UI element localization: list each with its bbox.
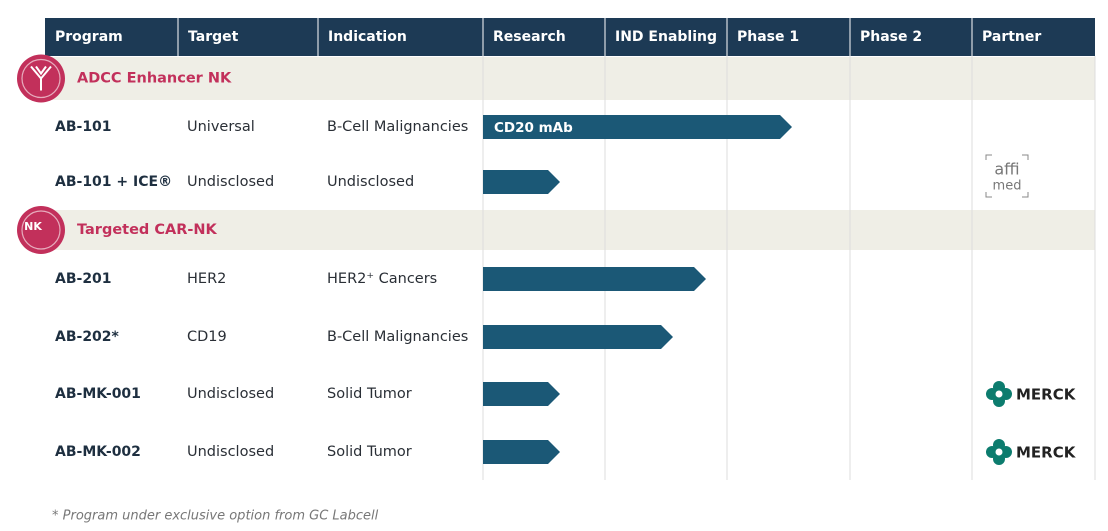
program: AB-101 + ICE® xyxy=(55,174,172,190)
indication: HER2⁺ Cancers xyxy=(327,271,437,287)
progress-arrow xyxy=(483,267,706,291)
group-title: Targeted CAR-NK xyxy=(77,222,218,238)
group-icon-ring xyxy=(21,58,61,99)
indication: Solid Tumor xyxy=(327,444,412,460)
progress-arrow xyxy=(483,115,792,139)
indication: B-Cell Malignancies xyxy=(327,119,468,135)
progress-arrow xyxy=(483,382,560,406)
group-badge: NK xyxy=(24,220,42,233)
progress-arrow xyxy=(483,440,560,464)
progress-arrow xyxy=(483,325,673,349)
header-bar xyxy=(45,18,1095,56)
program: AB-MK-001 xyxy=(55,386,141,402)
program: AB-201 xyxy=(55,271,112,287)
indication: B-Cell Malignancies xyxy=(327,329,468,345)
partner-icon xyxy=(986,446,998,458)
partner-logo: med xyxy=(993,179,1022,194)
partner-frame xyxy=(985,154,1029,198)
group-band xyxy=(45,210,1095,250)
target: HER2 xyxy=(187,271,226,287)
target: CD19 xyxy=(187,329,227,345)
target: Undisclosed xyxy=(187,444,274,460)
program: AB-101 xyxy=(55,119,112,135)
footnote: * Program under exclusive option from GC… xyxy=(52,509,379,524)
bar-label: CD20 mAb xyxy=(494,120,573,136)
column-header: Program xyxy=(55,29,123,45)
partner-icon-center xyxy=(995,448,1003,456)
group-band xyxy=(45,57,1095,100)
column-header: IND Enabling xyxy=(615,29,717,45)
column-header: Partner xyxy=(982,29,1041,45)
program: AB-202* xyxy=(55,329,120,345)
target: Universal xyxy=(187,119,255,135)
column-header: Phase 2 xyxy=(860,29,922,45)
group-icon-ring xyxy=(21,210,61,250)
partner-icon xyxy=(986,388,998,400)
target: Undisclosed xyxy=(187,174,274,190)
progress-arrow xyxy=(483,170,560,194)
group-title: ADCC Enhancer NK xyxy=(77,71,232,87)
group-icon xyxy=(17,206,65,254)
column-header: Indication xyxy=(328,29,407,45)
partner-logo: affi xyxy=(994,160,1019,179)
group-glyph xyxy=(30,65,52,91)
column-header: Target xyxy=(188,29,239,45)
target: Undisclosed xyxy=(187,386,274,402)
column-header: Phase 1 xyxy=(737,29,799,45)
program: AB-MK-002 xyxy=(55,444,141,460)
column-header: Research xyxy=(493,29,566,45)
partner-logo: MERCK xyxy=(1016,386,1077,404)
partner-logo: MERCK xyxy=(1016,444,1077,462)
indication: Undisclosed xyxy=(327,174,414,190)
indication: Solid Tumor xyxy=(327,386,412,402)
partner-icon-center xyxy=(995,390,1003,398)
